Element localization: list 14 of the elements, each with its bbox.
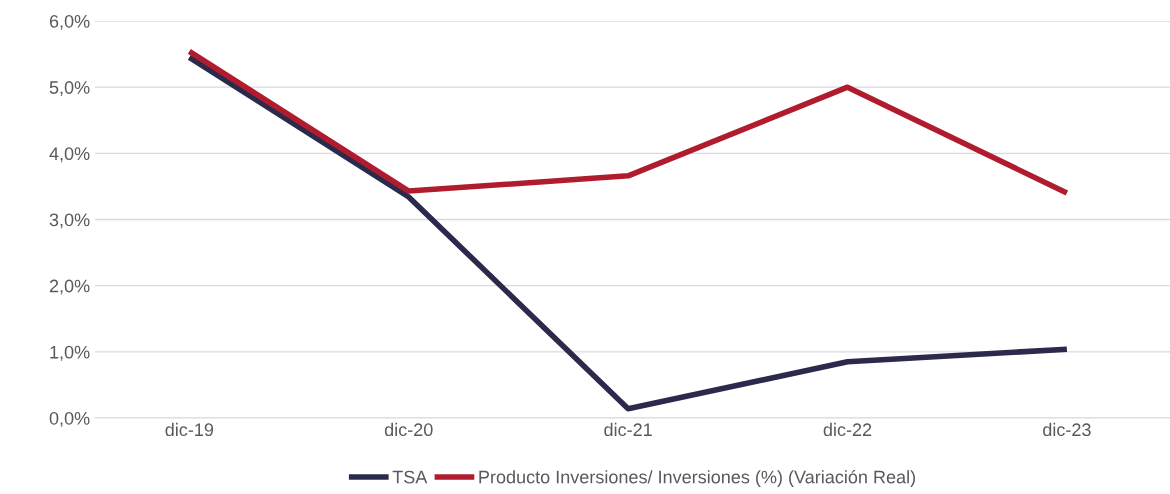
y-tick-label: 2,0% bbox=[49, 279, 90, 295]
x-tick-label: dic-21 bbox=[604, 422, 652, 437]
y-tick-label: 0,0% bbox=[49, 411, 90, 427]
y-tick-label: 4,0% bbox=[49, 147, 90, 163]
legend-label: TSA bbox=[392, 470, 428, 484]
x-tick-label: dic-19 bbox=[165, 422, 214, 437]
x-tick-label: dic-20 bbox=[384, 422, 433, 437]
y-tick-label: 3,0% bbox=[49, 213, 90, 229]
x-tick-label: dic-22 bbox=[823, 422, 872, 437]
y-tick-label: 6,0% bbox=[49, 14, 90, 30]
x-tick-label: dic-23 bbox=[1043, 422, 1091, 437]
legend-label: Producto Inversiones/ Inversiones (%) (Variación Real) bbox=[479, 469, 915, 488]
y-tick-label: 1,0% bbox=[50, 345, 90, 361]
y-tick-label: 5,0% bbox=[49, 81, 90, 97]
